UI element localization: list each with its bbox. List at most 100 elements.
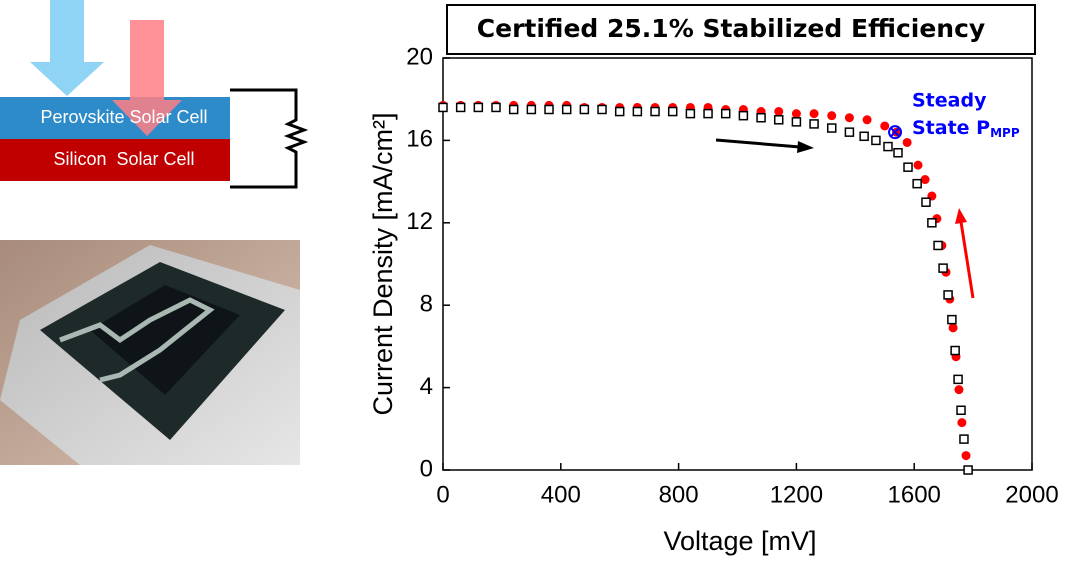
data-point bbox=[961, 451, 971, 461]
data-point bbox=[938, 263, 948, 273]
data-point bbox=[927, 191, 937, 201]
annotation-subscript: MPP bbox=[990, 126, 1020, 140]
y-tick-label: 8 bbox=[420, 291, 433, 318]
photo-contacts bbox=[59, 297, 215, 383]
data-point bbox=[903, 162, 913, 172]
data-point bbox=[809, 119, 819, 129]
data-point bbox=[614, 106, 625, 117]
data-point bbox=[738, 110, 749, 121]
data-point bbox=[959, 434, 969, 444]
y-tick-label: 16 bbox=[406, 126, 433, 153]
data-point bbox=[756, 107, 766, 117]
data-point bbox=[791, 117, 802, 127]
data-point bbox=[773, 115, 784, 125]
arrow bbox=[715, 138, 801, 149]
data-point bbox=[526, 100, 536, 110]
data-point bbox=[650, 102, 660, 112]
data-point bbox=[892, 127, 902, 137]
data-point bbox=[703, 102, 713, 112]
x-tick-label: 800 bbox=[659, 481, 699, 508]
data-point bbox=[756, 112, 766, 123]
data-point bbox=[579, 104, 590, 115]
data-point bbox=[945, 294, 955, 304]
data-point bbox=[921, 197, 931, 207]
chart-title: Certified 25.1% Stabilized Efficiency bbox=[477, 14, 985, 43]
data-point bbox=[943, 290, 953, 300]
data-point bbox=[920, 175, 930, 185]
data-point bbox=[809, 109, 819, 119]
data-point bbox=[597, 102, 607, 112]
data-point bbox=[932, 214, 942, 224]
data-point bbox=[827, 111, 837, 121]
data-point bbox=[950, 345, 960, 356]
data-point bbox=[685, 108, 696, 119]
data-point bbox=[826, 123, 837, 133]
data-point bbox=[791, 109, 801, 119]
data-point bbox=[859, 131, 869, 142]
data-point bbox=[632, 106, 643, 117]
y-tick-label: 0 bbox=[420, 455, 433, 482]
layer-label: Silicon Solar Cell bbox=[53, 149, 194, 169]
x-tick-label: 400 bbox=[541, 481, 581, 508]
data-point bbox=[544, 100, 554, 110]
data-point bbox=[685, 102, 695, 112]
perovskite-layer bbox=[0, 97, 230, 139]
data-point bbox=[941, 267, 951, 277]
data-point bbox=[880, 121, 890, 131]
light-arrow-red bbox=[112, 20, 182, 136]
circuit bbox=[230, 88, 309, 189]
data-point bbox=[844, 127, 855, 137]
data-point bbox=[703, 108, 713, 119]
data-point bbox=[597, 104, 607, 115]
x-tick-label: 1600 bbox=[888, 481, 941, 508]
data-point bbox=[456, 100, 466, 110]
photo-cell-active bbox=[90, 285, 240, 395]
data-point bbox=[632, 102, 642, 112]
data-point bbox=[912, 178, 922, 189]
annotation: State PMPP bbox=[912, 117, 1020, 140]
x-tick-label: 1200 bbox=[770, 481, 823, 508]
data-point bbox=[893, 148, 903, 158]
data-point bbox=[562, 100, 572, 110]
data-point bbox=[491, 100, 501, 110]
arrow bbox=[959, 221, 975, 299]
data-point bbox=[544, 104, 554, 115]
title-box bbox=[446, 4, 1036, 55]
arrow-head bbox=[955, 208, 967, 224]
arrow-head bbox=[797, 141, 814, 153]
annotation: State P bbox=[912, 117, 990, 139]
data-point bbox=[473, 102, 484, 113]
data-point bbox=[438, 100, 448, 110]
y-tick-label: 20 bbox=[406, 43, 433, 70]
mpp-marker-cross bbox=[890, 127, 900, 137]
data-point bbox=[455, 102, 466, 113]
data-point bbox=[526, 104, 537, 115]
data-point bbox=[844, 113, 854, 123]
data-point bbox=[561, 104, 572, 115]
data-point bbox=[957, 418, 967, 428]
data-point bbox=[721, 105, 731, 114]
data-point bbox=[720, 108, 731, 119]
data-point bbox=[947, 314, 957, 325]
data-point bbox=[473, 100, 483, 110]
data-point bbox=[509, 100, 519, 110]
y-tick-label: 12 bbox=[406, 208, 433, 235]
data-point bbox=[948, 323, 958, 333]
y-tick-label: 4 bbox=[420, 373, 433, 400]
mpp-marker bbox=[888, 125, 903, 140]
data-point bbox=[862, 115, 872, 125]
data-point bbox=[667, 106, 678, 117]
x-tick-label: 2000 bbox=[1005, 481, 1058, 508]
data-point bbox=[937, 240, 947, 250]
data-point bbox=[668, 102, 678, 112]
annotation: Steady bbox=[912, 90, 987, 112]
x-tick-label: 0 bbox=[436, 481, 449, 508]
data-point bbox=[902, 137, 912, 147]
data-point bbox=[963, 465, 973, 475]
data-point bbox=[913, 160, 923, 170]
silicon-layer bbox=[0, 139, 230, 181]
y-axis-label: Current Density [mA/cm²] bbox=[368, 112, 398, 415]
data-point bbox=[956, 405, 966, 416]
data-point bbox=[954, 385, 964, 395]
